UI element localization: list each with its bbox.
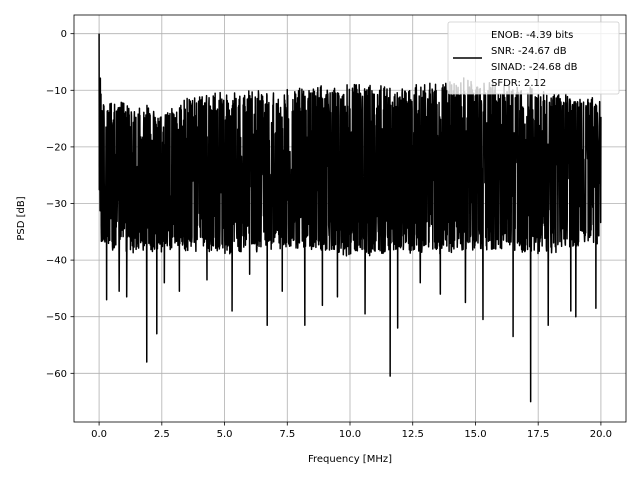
y-tick-label: −40 bbox=[46, 256, 67, 267]
y-tick-label: −60 bbox=[46, 369, 67, 380]
x-tick-label: 10.0 bbox=[339, 429, 361, 440]
x-tick-label: 7.5 bbox=[279, 429, 295, 440]
legend-snr: SNR: -24.67 dB bbox=[491, 46, 567, 57]
legend-enob: ENOB: -4.39 bits bbox=[491, 30, 573, 41]
x-tick-label: 2.5 bbox=[154, 429, 170, 440]
x-tick-label: 0.0 bbox=[91, 429, 107, 440]
y-axis-label: PSD [dB] bbox=[16, 196, 27, 240]
legend-sfdr: SFDR: 2.12 bbox=[491, 78, 546, 89]
x-tick-label: 20.0 bbox=[590, 429, 612, 440]
legend-sinad: SINAD: -24.68 dB bbox=[491, 62, 578, 73]
legend-box bbox=[447, 21, 620, 95]
y-tick-label: −20 bbox=[46, 142, 67, 153]
x-axis-label: Frequency [MHz] bbox=[308, 454, 392, 465]
x-tick-label: 17.5 bbox=[527, 429, 549, 440]
y-tick-label: −30 bbox=[46, 199, 67, 210]
legend: ENOB: -4.39 bits SNR: -24.67 dB SINAD: -… bbox=[447, 21, 620, 95]
x-tick-label: 5.0 bbox=[217, 429, 233, 440]
y-tick-label: 0 bbox=[61, 29, 67, 40]
x-tick-label: 12.5 bbox=[402, 429, 424, 440]
axis-ticks: 0.0 2.5 5.0 7.5 10.0 12.5 15.0 17.5 20.0 0 −10 −20 −… bbox=[46, 29, 612, 440]
y-tick-label: −10 bbox=[46, 86, 67, 97]
y-tick-label: −50 bbox=[46, 312, 67, 323]
x-tick-label: 15.0 bbox=[464, 429, 486, 440]
